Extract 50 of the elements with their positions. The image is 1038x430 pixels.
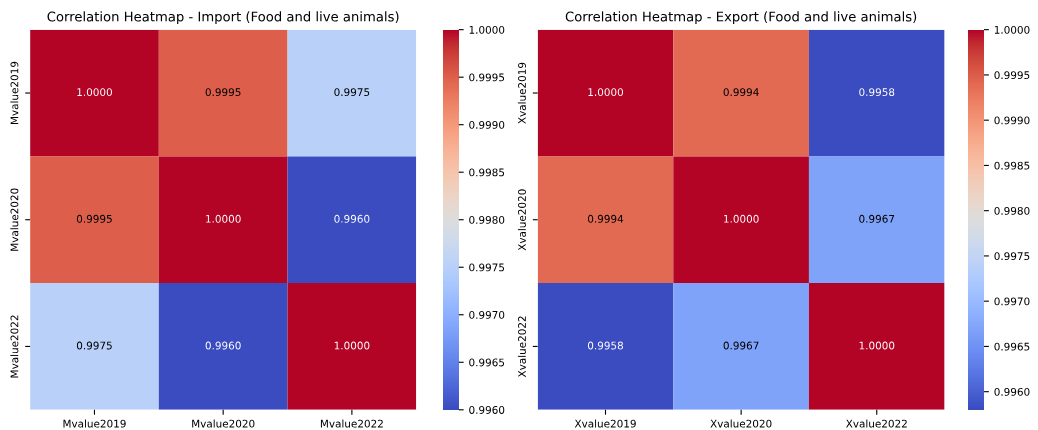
color-bar-label: 0.9965	[469, 358, 505, 367]
y-tick-label: Mvalue2020	[10, 188, 19, 251]
color-bar-label: 0.9990	[994, 116, 1030, 125]
chart-title: Correlation Heatmap - Export (Food and live animals)	[565, 11, 917, 25]
data-label: 0.9975	[76, 341, 112, 350]
data-label: 1.0000	[77, 88, 112, 97]
data-label: 0.9967	[859, 214, 895, 223]
x-tick-label: Xvalue2019	[574, 419, 636, 428]
y-tick-label: Mvalue2022	[10, 315, 19, 378]
color-bar-label: 0.9970	[994, 297, 1030, 306]
color-bar-label: 0.9990	[469, 120, 505, 129]
y-tick-label: Xvalue2022	[517, 316, 526, 378]
y-tick-label: Xvalue2020	[517, 189, 526, 251]
color-bar-label: 0.9985	[469, 168, 505, 177]
data-label: 0.9994	[587, 214, 624, 223]
color-bar-label: 0.9960	[994, 387, 1030, 396]
data-label: 1.0000	[588, 88, 624, 97]
color-bar-label: 0.9970	[469, 310, 505, 319]
x-tick-label: Mvalue2019	[63, 419, 126, 428]
data-label: 0.9995	[76, 214, 112, 223]
data-label: 0.9994	[723, 88, 759, 97]
data-label: 0.9995	[205, 88, 241, 97]
x-tick-label: Xvalue2020	[710, 419, 772, 428]
color-bar-label: 0.9980	[469, 215, 505, 224]
color-bar-label: 0.9975	[469, 263, 505, 272]
data-label: 0.9960	[334, 214, 370, 223]
color-bar-label: 0.9960	[469, 406, 505, 414]
data-label: 1.0000	[859, 341, 895, 350]
data-label: 0.9958	[587, 341, 624, 350]
x-tick-label: Mvalue2022	[320, 419, 383, 428]
data-label: 0.9960	[205, 341, 241, 350]
x-tick-label: Xvalue2022	[846, 419, 907, 428]
data-label: 0.9975	[334, 88, 370, 97]
chart-title: Correlation Heatmap - Import (Food and live animals)	[47, 11, 399, 25]
data-label: 1.0000	[206, 214, 241, 223]
color-bar-label: 0.9965	[994, 342, 1030, 351]
data-label: 0.9958	[859, 88, 895, 97]
color-bar-label: 1.0000	[994, 25, 1030, 34]
color-bar-label: 0.9995	[994, 71, 1030, 80]
y-tick-label: Xvalue2019	[517, 62, 526, 124]
color-bar-label: 1.0000	[469, 25, 505, 34]
data-label: 1.0000	[334, 341, 370, 350]
color-bar-label: 0.9975	[994, 252, 1030, 261]
color-bar-label: 0.9995	[469, 73, 505, 82]
data-label: 1.0000	[724, 214, 759, 223]
data-label: 0.9967	[723, 341, 759, 350]
color-bar-label: 0.9980	[994, 206, 1030, 215]
x-tick-label: Mvalue2020	[192, 419, 255, 428]
y-tick-label: Mvalue2019	[10, 61, 19, 124]
color-bar-label: 0.9985	[994, 161, 1030, 170]
